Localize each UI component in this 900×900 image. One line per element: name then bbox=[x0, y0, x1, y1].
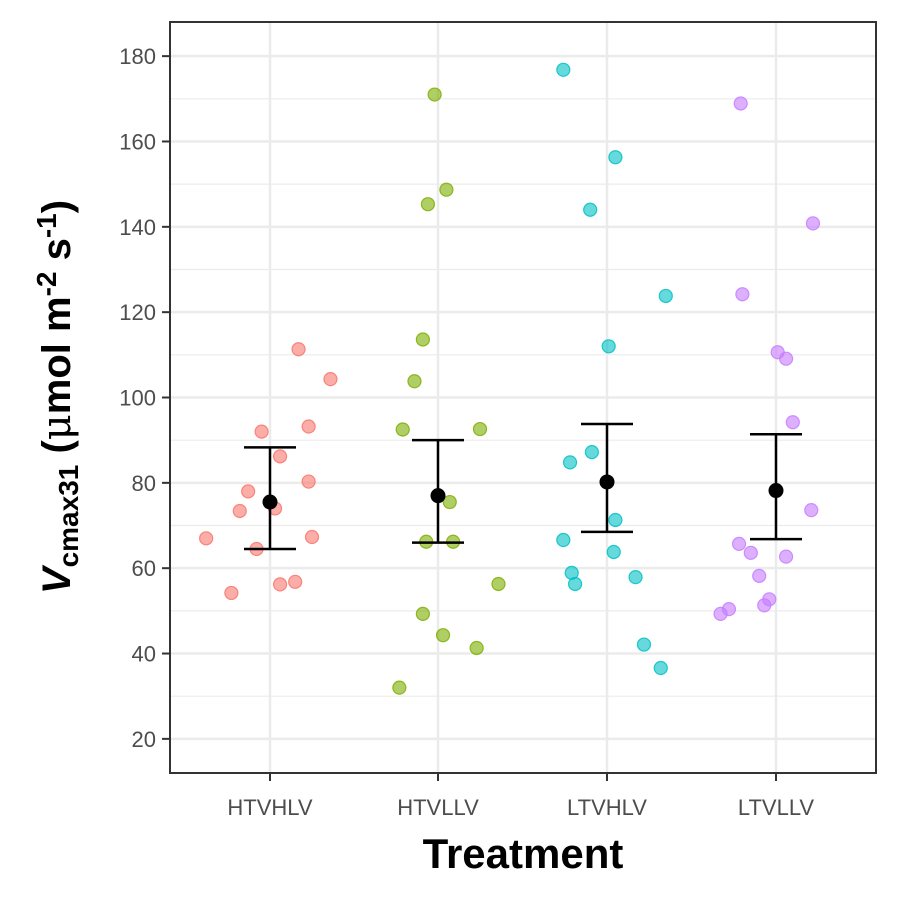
x-tick-label: HTVLLV bbox=[397, 795, 479, 820]
x-tick-label: LTVLLV bbox=[738, 795, 815, 820]
y-tick-label: 160 bbox=[119, 129, 156, 154]
data-point bbox=[395, 422, 410, 437]
y-axis-title-unit-open: ( bbox=[35, 440, 79, 465]
data-point bbox=[608, 150, 623, 165]
data-point bbox=[556, 62, 571, 77]
y-axis-title-unit-close: ) bbox=[35, 200, 79, 213]
data-point bbox=[199, 531, 214, 546]
y-axis: 20 40 60 80 100 120 140 160 180 bbox=[119, 44, 170, 752]
mean-point bbox=[599, 474, 615, 490]
data-point bbox=[472, 421, 488, 437]
data-point bbox=[721, 602, 737, 617]
y-axis-title-variable: V bbox=[35, 564, 79, 594]
mean-point bbox=[768, 483, 784, 499]
y-axis-title-subscript: cmax31 bbox=[53, 465, 84, 568]
data-point bbox=[636, 637, 652, 652]
data-point bbox=[601, 339, 616, 354]
y-axis-title: Vcmax31 (μmol m-2 s-1) bbox=[31, 200, 84, 594]
y-tick-label: 180 bbox=[119, 44, 156, 69]
y-tick-label: 100 bbox=[119, 386, 156, 411]
data-point bbox=[731, 536, 747, 551]
data-point bbox=[272, 449, 288, 464]
data-point bbox=[735, 287, 750, 302]
y-tick-label: 40 bbox=[132, 642, 156, 667]
data-point bbox=[804, 503, 819, 518]
y-tick-label: 80 bbox=[132, 471, 156, 496]
data-point bbox=[323, 372, 338, 387]
grid-layer bbox=[170, 22, 876, 773]
data-point bbox=[583, 202, 598, 217]
data-point bbox=[420, 197, 436, 212]
data-point bbox=[778, 549, 794, 564]
summary-layer bbox=[244, 422, 802, 551]
data-point bbox=[407, 374, 422, 389]
x-tick-label: HTVHLV bbox=[227, 795, 312, 820]
data-point bbox=[778, 351, 794, 366]
data-point bbox=[301, 419, 316, 434]
data-point bbox=[254, 424, 269, 439]
data-point bbox=[752, 568, 767, 583]
data-point bbox=[288, 574, 303, 589]
data-point bbox=[562, 455, 578, 470]
data-point bbox=[608, 512, 623, 528]
y-axis-title-exp2: -1 bbox=[31, 213, 62, 238]
y-axis-title-exp1: -2 bbox=[31, 272, 62, 297]
y-axis-title-mu: μ bbox=[34, 414, 80, 440]
data-point bbox=[392, 680, 407, 695]
data-point bbox=[567, 576, 583, 592]
data-point bbox=[469, 640, 484, 656]
data-point bbox=[427, 87, 442, 102]
data-point bbox=[304, 529, 320, 545]
data-point bbox=[301, 474, 316, 489]
data-point bbox=[584, 445, 599, 460]
data-point bbox=[762, 592, 777, 607]
data-point bbox=[628, 570, 643, 585]
data-point bbox=[743, 545, 758, 560]
data-point bbox=[785, 415, 800, 430]
data-point bbox=[232, 503, 247, 519]
data-point bbox=[491, 576, 506, 592]
mean-point bbox=[430, 488, 446, 504]
data-point bbox=[653, 660, 668, 676]
mean-point bbox=[262, 494, 278, 510]
data-point bbox=[556, 532, 571, 548]
x-tick-label: LTVHLV bbox=[567, 795, 647, 820]
points-layer bbox=[199, 62, 821, 695]
data-point bbox=[272, 577, 288, 592]
x-axis-title: Treatment bbox=[423, 830, 624, 877]
data-point bbox=[435, 628, 451, 643]
y-tick-label: 60 bbox=[132, 556, 156, 581]
data-point bbox=[606, 544, 621, 560]
y-axis-title-mol: mol m bbox=[35, 296, 79, 414]
y-tick-label: 140 bbox=[119, 215, 156, 240]
data-point bbox=[415, 606, 430, 621]
x-axis: HTVHLV HTVLLV LTVHLV LTVLLV bbox=[227, 773, 814, 820]
data-point bbox=[733, 96, 748, 111]
data-point bbox=[439, 182, 454, 197]
y-tick-label: 20 bbox=[132, 727, 156, 752]
data-point bbox=[442, 494, 457, 510]
data-point bbox=[658, 288, 673, 304]
data-point bbox=[224, 585, 239, 601]
data-point bbox=[805, 216, 821, 231]
data-point bbox=[241, 484, 256, 499]
y-tick-label: 120 bbox=[119, 300, 156, 325]
data-point bbox=[415, 332, 430, 347]
y-axis-title-s: s bbox=[35, 238, 79, 271]
data-point bbox=[291, 342, 306, 357]
